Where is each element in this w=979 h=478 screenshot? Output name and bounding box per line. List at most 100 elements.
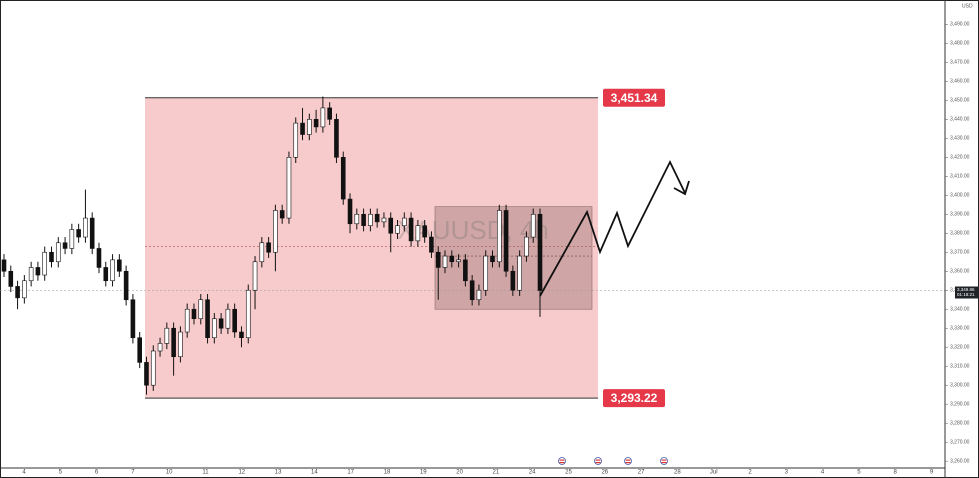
x-tick-label: 8 — [894, 470, 898, 476]
current-price-label: 3,349.86 — [957, 287, 975, 292]
candle-body — [42, 251, 48, 276]
candle-body — [252, 261, 258, 291]
candle-body — [89, 217, 95, 249]
candle-body — [368, 213, 373, 226]
candle-body — [313, 119, 319, 128]
y-tick-label: 3,300.00 — [950, 383, 970, 389]
candle-body — [171, 327, 176, 358]
x-tick-label: 10 — [166, 470, 173, 476]
candle-body — [15, 286, 20, 299]
event-flag — [594, 457, 602, 465]
y-tick-label: 3,290.00 — [950, 402, 970, 408]
candle-body — [259, 242, 265, 263]
y-tick-label: 3,320.00 — [950, 345, 970, 351]
event-flag-stripe — [625, 462, 631, 464]
projection-arrowhead — [673, 180, 690, 196]
candle-body — [456, 259, 461, 263]
y-tick-label: 3,410.00 — [950, 174, 970, 180]
x-tick-label: 28 — [674, 470, 681, 476]
x-tick-label: 11 — [202, 470, 209, 476]
x-tick-label: 3 — [785, 470, 789, 476]
y-tick-label: 3,380.00 — [950, 231, 970, 237]
x-tick-label: Jul — [710, 470, 718, 476]
y-tick-label: 3,480.00 — [950, 41, 970, 47]
candle-body — [293, 122, 299, 158]
candle-body — [49, 251, 54, 263]
candle-body — [76, 229, 81, 238]
x-tick-label: 19 — [420, 470, 427, 476]
candle-body — [191, 308, 197, 320]
candle-body — [184, 308, 190, 333]
candle-body — [205, 299, 210, 339]
candle-body — [117, 259, 122, 272]
candle-body — [496, 210, 502, 263]
current-price-bg — [955, 286, 979, 299]
x-tick-label: 9 — [930, 470, 934, 476]
candle-body — [83, 217, 88, 238]
candle-body — [273, 210, 278, 253]
event-flag-stripe — [625, 459, 631, 461]
x-tick-label: 18 — [384, 470, 391, 476]
projection-path — [539, 159, 686, 297]
candle-body — [232, 308, 237, 333]
range-box — [434, 206, 593, 310]
event-flag-stripe — [595, 459, 601, 461]
y-tick-label: 3,420.00 — [950, 155, 970, 161]
y-tick-label: 3,450.00 — [950, 98, 970, 104]
candle-body — [178, 331, 183, 358]
candle-body — [408, 217, 414, 242]
candle-body — [395, 225, 400, 234]
y-tick-label: 3,260.00 — [950, 458, 970, 464]
candle-body — [103, 267, 109, 282]
candle-body — [150, 350, 156, 386]
candle-body — [469, 280, 475, 301]
y-tick-label: 3,310.00 — [950, 364, 970, 370]
candle-body — [245, 289, 251, 339]
candle-body — [347, 198, 353, 225]
candle-body — [320, 107, 326, 128]
candle-body — [530, 213, 536, 238]
currency-label: USD — [962, 3, 973, 9]
x-tick-label: 12 — [238, 470, 245, 476]
y-tick-label: 3,330.00 — [950, 326, 970, 332]
candle-body — [463, 259, 468, 282]
candle-body — [157, 343, 163, 352]
candle-body — [110, 259, 115, 282]
y-tick-label: 3,360.00 — [950, 269, 970, 275]
x-tick-label: 21 — [493, 470, 500, 476]
candle-body — [374, 213, 380, 223]
event-flag — [660, 457, 668, 465]
candle-body — [28, 267, 34, 282]
candle-body — [266, 242, 271, 253]
candle-body — [164, 327, 170, 344]
zone-label-bg — [603, 389, 665, 408]
candle-body — [442, 255, 448, 268]
candle-body — [510, 270, 516, 291]
x-tick-label: 24 — [529, 470, 536, 476]
candle-body — [198, 299, 204, 320]
candle-body — [449, 255, 455, 263]
x-tick-label: 5 — [857, 470, 861, 476]
candle-body — [69, 229, 75, 249]
candle-body — [218, 318, 224, 329]
y-tick-label: 3,440.00 — [950, 117, 970, 123]
candle-body — [517, 255, 522, 291]
candle-body — [307, 119, 312, 135]
candle-body — [422, 225, 427, 238]
candle-body — [239, 331, 244, 339]
candle-body — [96, 248, 102, 268]
candle-body — [483, 255, 489, 291]
y-tick-label: 3,460.00 — [950, 79, 970, 85]
y-tick-label: 3,280.00 — [950, 421, 970, 427]
candle-body — [537, 213, 543, 291]
y-tick-label: 3,430.00 — [950, 136, 970, 142]
candle-body — [334, 119, 339, 158]
y-tick-label: 3,370.00 — [950, 250, 970, 256]
event-flag-stripe — [661, 462, 667, 464]
x-tick-label: 5 — [59, 470, 63, 476]
candle-body — [137, 337, 142, 363]
candle-body — [415, 225, 421, 242]
candle-body — [55, 242, 61, 263]
zone — [145, 97, 598, 399]
